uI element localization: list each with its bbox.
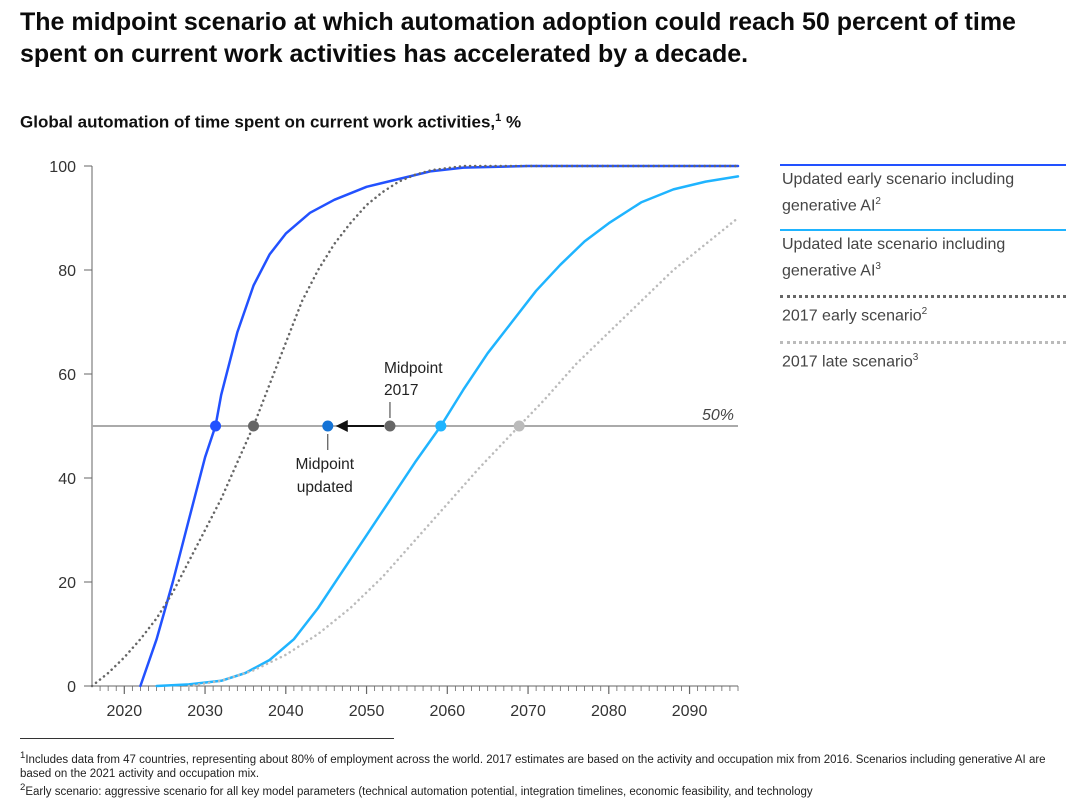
series-line-3 [187,216,740,688]
midpoint-updated-label-line1: Midpoint [295,456,354,473]
legend-item-late-2017: 2017 late scenario3 [780,340,1066,375]
legend-item-early-2017: 2017 early scenario2 [780,294,1066,329]
series-group [90,164,740,688]
x-tick-label: 2020 [107,703,143,720]
footnote-divider [20,738,394,739]
midpoint-marker-3 [384,420,396,432]
y-tick-label: 100 [49,159,76,176]
legend-footnote-ref: 2 [875,196,881,207]
legend-footnote-ref: 3 [875,261,881,273]
legend-footnote-ref: 2 [921,305,928,317]
legend-item-late-updated: Updated late scenario including generati… [780,229,1066,284]
legend-item-early-updated: Updated early scenario including generat… [780,164,1066,219]
chart-subtitle: Global automation of time spent on curre… [20,112,521,133]
legend-label: 2017 late scenario [782,353,913,371]
footnote-text: Early scenario: aggressive scenario for … [25,785,813,798]
x-tick-label: 2080 [591,703,627,720]
fifty-percent-label: 50% [702,407,734,424]
midpoint-marker-5 [513,420,525,432]
footnote-marker: 2 [20,781,26,793]
y-tick-label: 0 [67,679,76,696]
footnote-2: 2Early scenario: aggressive scenario for… [20,781,1060,799]
midpoint-marker-4 [435,420,447,432]
subtitle-unit: % [501,112,522,132]
footnotes: 1Includes data from 47 countries, repres… [20,749,1060,799]
y-tick-label: 60 [58,367,76,384]
legend-label: Updated late scenario including generati… [782,236,1006,280]
chart-title: The midpoint scenario at which automatio… [20,8,1016,68]
midpoint-marker-1 [248,420,259,432]
series-line-2 [90,164,740,688]
x-tick-label: 2040 [268,703,304,720]
legend-label: 2017 early scenario [782,306,922,324]
x-tick-label: 2050 [349,703,385,720]
y-tick-label: 80 [58,263,76,280]
footnote-marker: 1 [20,750,26,761]
annotations-group: Midpoint 2017 Midpoint updated 50% [295,360,734,496]
legend-label: Updated early scenario including generat… [782,171,1015,215]
subtitle-text: Global automation of time spent on curre… [20,112,496,132]
series-line-1 [155,175,740,688]
midpoint-2017-label-line1: Midpoint [384,360,443,377]
midpoint-updated-label-line2: updated [297,479,353,496]
x-tick-label: 2060 [430,703,466,720]
midpoint-2017-label-line2: 2017 [384,382,418,399]
markers-group [210,420,525,432]
y-tick-label: 40 [58,471,76,488]
footnote-1: 1Includes data from 47 countries, repres… [20,749,1060,781]
x-tick-label: 2030 [187,703,223,720]
footnote-text: Includes data from 47 countries, represe… [20,753,1046,780]
x-tick-label: 2090 [672,703,708,720]
series-line-0 [139,164,740,688]
subtitle-footnote-ref: 1 [495,112,502,124]
midpoint-shift-arrow-head [335,420,348,432]
y-tick-label: 20 [58,575,76,592]
midpoint-marker-2 [322,420,334,432]
legend-footnote-ref: 3 [912,351,919,363]
legend: Updated early scenario including generat… [780,164,1066,385]
midpoint-marker-0 [210,420,222,432]
x-tick-label: 2070 [510,703,546,720]
